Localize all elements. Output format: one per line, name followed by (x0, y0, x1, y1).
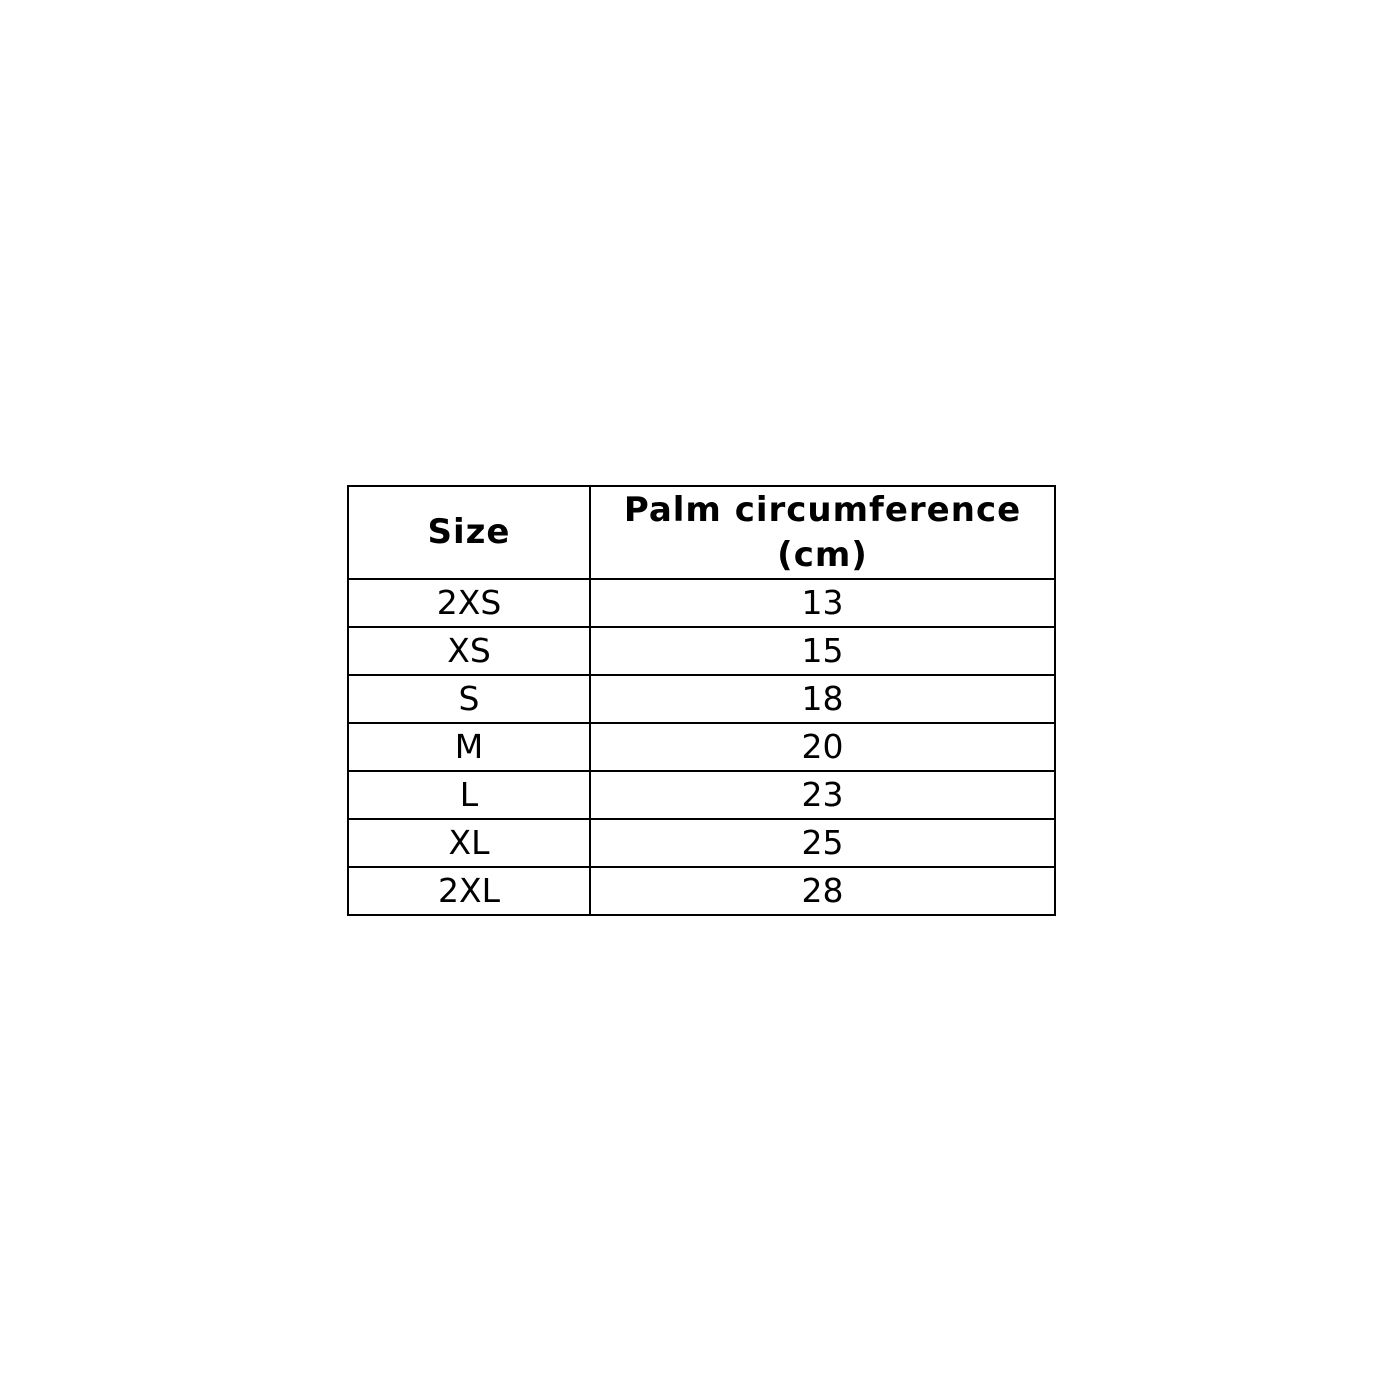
table-row: 2XS 13 (347, 578, 1056, 628)
cell-palm-circumference: 18 (589, 674, 1056, 724)
cell-palm-circumference: 13 (589, 578, 1056, 628)
header-palm-circumference: Palm circumference (cm) (589, 485, 1056, 580)
cell-size: XL (347, 818, 591, 868)
table-row: 2XL 28 (347, 866, 1056, 916)
cell-palm-circumference: 15 (589, 626, 1056, 676)
cell-palm-circumference: 28 (589, 866, 1056, 916)
cell-palm-circumference: 20 (589, 722, 1056, 772)
table-row: M 20 (347, 722, 1056, 772)
table-row: S 18 (347, 674, 1056, 724)
table-row: XS 15 (347, 626, 1056, 676)
table-row: XL 25 (347, 818, 1056, 868)
cell-size: XS (347, 626, 591, 676)
cell-palm-circumference: 25 (589, 818, 1056, 868)
header-size: Size (347, 485, 591, 580)
cell-size: L (347, 770, 591, 820)
table-row: L 23 (347, 770, 1056, 820)
cell-size: 2XL (347, 866, 591, 916)
size-chart-table: Size Palm circumference (cm) 2XS 13 XS 15 S 1… (347, 485, 1056, 916)
header-row: Size Palm circumference (cm) (347, 485, 1056, 580)
cell-size: S (347, 674, 591, 724)
cell-palm-circumference: 23 (589, 770, 1056, 820)
cell-size: M (347, 722, 591, 772)
cell-size: 2XS (347, 578, 591, 628)
